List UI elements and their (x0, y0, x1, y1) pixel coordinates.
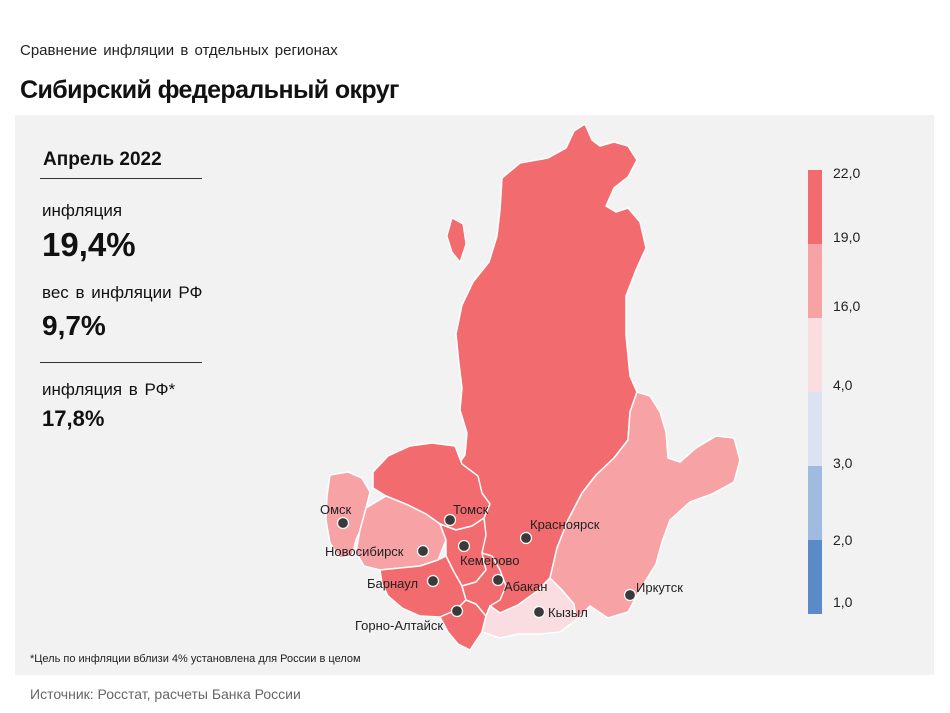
region-irkutsk (549, 391, 741, 621)
city-9-label: Кызыл (548, 605, 588, 620)
city-4-label: Красноярск (530, 517, 600, 532)
region-khakassia (461, 552, 507, 617)
city-2-label: Новосибирск (325, 544, 404, 559)
city-5-marker (426, 574, 440, 588)
region-omsk (325, 471, 371, 559)
city-1-label: Томск (453, 502, 489, 517)
city-8-marker (450, 604, 464, 618)
legend-tick-4: 3,0 (833, 455, 853, 471)
legend-tick-3: 4,0 (833, 377, 853, 393)
city-4-marker (519, 531, 533, 545)
chart-title: Сибирский федеральный округ (20, 76, 399, 104)
footnote: *Цель по инфляции вблизи 4% установлена … (30, 653, 361, 665)
legend-band-5 (808, 540, 822, 614)
city-2-marker (416, 544, 430, 558)
city-7-marker (623, 588, 637, 602)
city-6-label: Абакан (504, 579, 547, 594)
inflation-label: инфляция (42, 201, 123, 220)
inflation-value: 19,4% (42, 226, 136, 263)
city-9-marker (532, 605, 546, 619)
city-7-label: Иркутск (636, 580, 683, 595)
legend-band-2 (808, 318, 822, 392)
divider-bottom (40, 362, 202, 363)
legend-tick-5: 2,0 (833, 532, 853, 548)
legend-tick-2: 16,0 (833, 298, 860, 314)
city-3-marker (457, 539, 471, 553)
legend-band-4 (808, 466, 822, 540)
legend-band-0 (808, 170, 822, 244)
legend-band-3 (808, 392, 822, 466)
rf-inflation-value: 17,8% (42, 406, 105, 431)
region-krasnoyarsk-island (446, 217, 467, 264)
source-note: Источник: Росстат, расчеты Банка России (30, 686, 301, 702)
city-6-marker (491, 573, 505, 587)
city-3-label: Кемерово (460, 553, 519, 568)
legend-tick-6: 1,0 (833, 594, 853, 610)
weight-label: вес в инфляции РФ (42, 283, 203, 302)
city-0-marker (336, 516, 350, 530)
divider-top (40, 178, 202, 179)
legend-tick-0: 22,0 (833, 165, 860, 181)
city-5-label: Барнаул (367, 576, 418, 591)
city-1-marker (443, 513, 457, 527)
legend-tick-1: 19,0 (833, 229, 860, 245)
color-legend: 22,0 19,0 16,0 4,0 3,0 2,0 1,0 (808, 165, 860, 614)
legend-band-1 (808, 244, 822, 318)
city-8-label: Горно-Алтайск (355, 618, 443, 633)
period-label: Апрель 2022 (43, 149, 162, 170)
chart-subtitle: Сравнение инфляции в отдельных регионах (20, 42, 338, 59)
city-0-label: Омск (320, 502, 352, 517)
rf-inflation-label: инфляция в РФ* (42, 380, 176, 399)
weight-value: 9,7% (42, 310, 106, 341)
